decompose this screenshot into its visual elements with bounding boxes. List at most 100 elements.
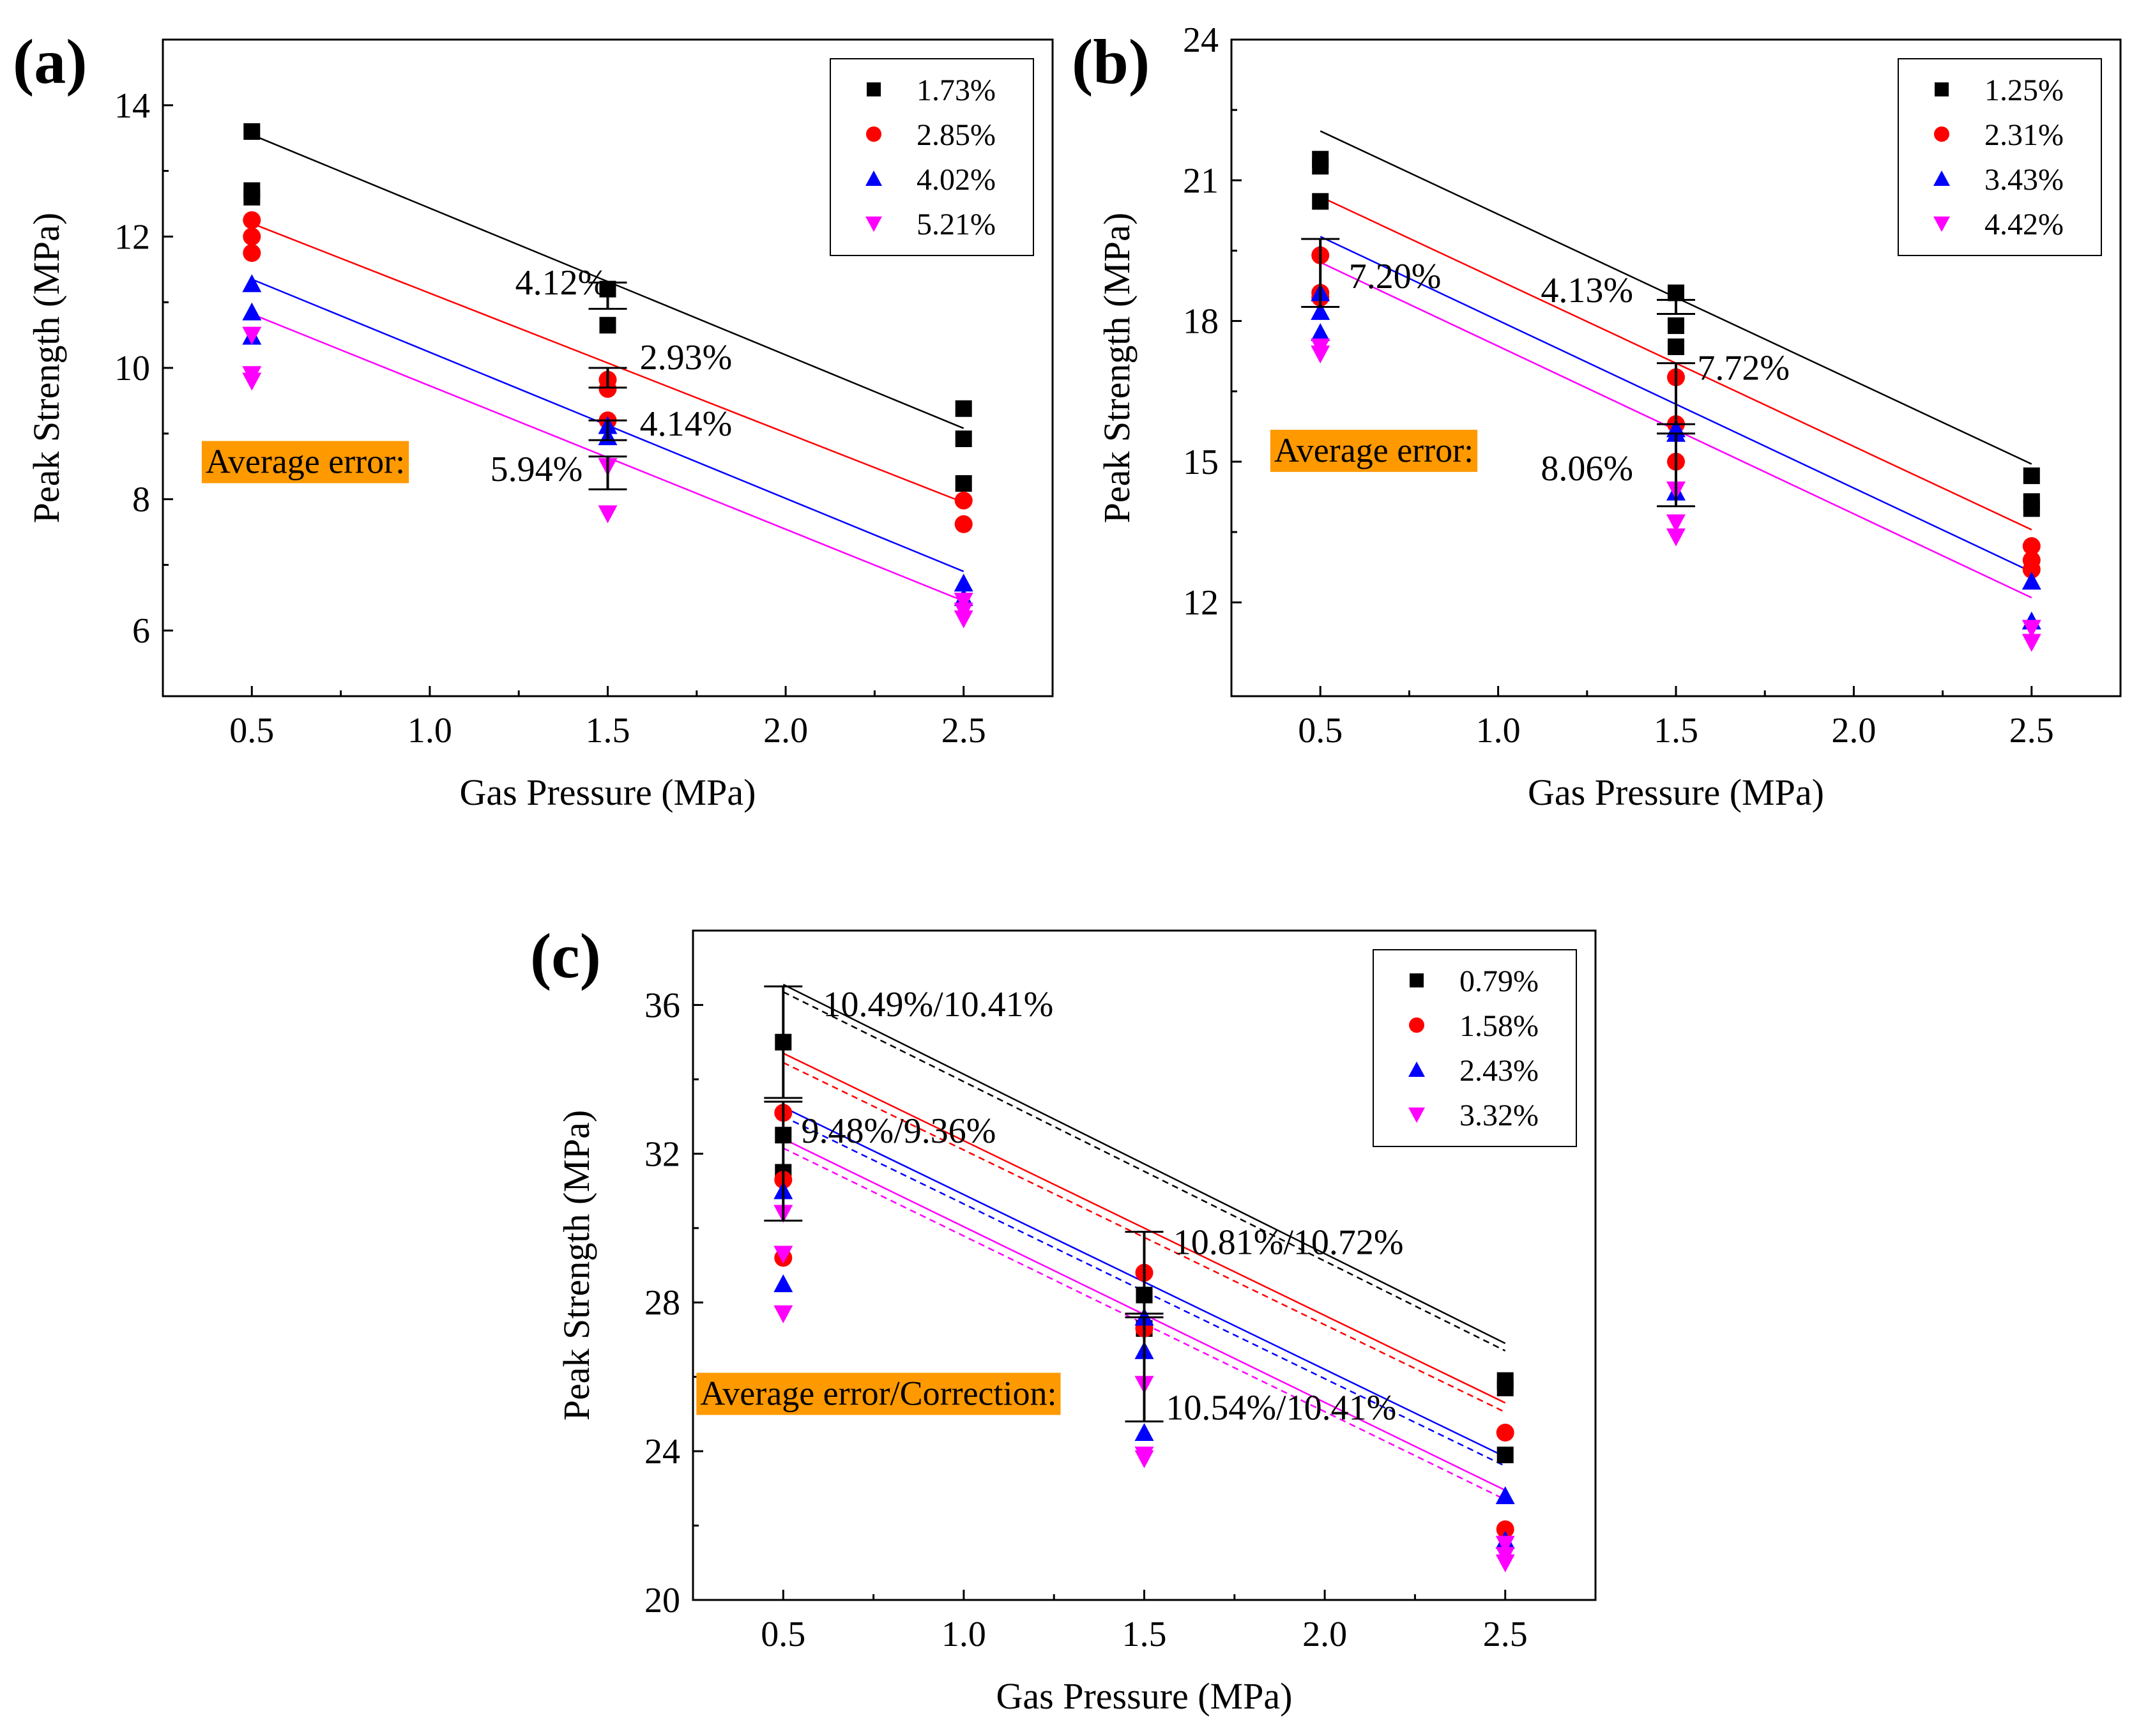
- data-point: [1311, 323, 1330, 341]
- error-annotation: 5.94%: [491, 450, 583, 489]
- legend-frame: [1373, 949, 1577, 1147]
- data-point: [1495, 1554, 1515, 1572]
- legend-marker: [866, 126, 881, 142]
- legend-marker: [1935, 82, 1949, 96]
- error-label: Average error:: [1274, 431, 1473, 469]
- data-point: [1668, 317, 1684, 334]
- error-annotation: 10.54%/10.41%: [1166, 1389, 1396, 1428]
- legend-frame: [1898, 58, 2102, 256]
- x-axis-title: Gas Pressure (MPa): [460, 772, 756, 813]
- error-label: Average error/Correction:: [700, 1374, 1056, 1412]
- legend-label: 4.42%: [1984, 208, 2064, 241]
- fit-line: [782, 984, 1506, 1344]
- x-tick-label: 2.5: [2009, 711, 2054, 750]
- fit-line: [782, 1053, 1506, 1404]
- y-tick-label: 28: [644, 1283, 680, 1323]
- error-annotation: 8.06%: [1541, 449, 1633, 489]
- data-point: [242, 372, 262, 391]
- data-point: [955, 475, 972, 492]
- data-point: [955, 400, 972, 417]
- panel-label: (a): [13, 26, 88, 97]
- y-tick-label: 21: [1183, 161, 1219, 201]
- data-point: [1134, 1423, 1154, 1441]
- x-tick-label: 1.5: [1122, 1615, 1167, 1654]
- x-tick-label: 2.5: [941, 711, 986, 750]
- data-point: [1134, 1450, 1154, 1468]
- data-point: [243, 211, 261, 229]
- x-tick-label: 2.5: [1483, 1615, 1528, 1654]
- data-point: [243, 244, 261, 263]
- legend-marker: [867, 82, 881, 96]
- y-axis-title: Peak Strength (MPa): [26, 213, 67, 524]
- x-tick-label: 2.0: [763, 711, 808, 750]
- x-tick-label: 2.0: [1831, 711, 1876, 750]
- error-annotation: 4.13%: [1541, 271, 1633, 310]
- corrected-fit-line: [782, 991, 1506, 1352]
- data-point: [773, 1305, 793, 1323]
- legend-marker: [1410, 973, 1424, 987]
- data-point: [1666, 514, 1686, 533]
- error-annotation: 9.48%/9.36%: [802, 1111, 996, 1151]
- y-tick-label: 15: [1183, 443, 1219, 482]
- error-annotation: 10.49%/10.41%: [823, 985, 1053, 1024]
- data-point: [242, 302, 262, 321]
- error-annotation: 4.12%: [515, 263, 608, 303]
- data-point: [1496, 1520, 1514, 1539]
- x-tick-label: 1.5: [1654, 711, 1698, 750]
- chart-panel-1: (b) 0.5 1.0 1.5 2.0 2.5 12 15 18 21 24 Gas Pressure…: [1072, 20, 2122, 813]
- y-tick-label: 32: [644, 1134, 680, 1174]
- y-axis-title: Peak Strength (MPa): [556, 1110, 597, 1421]
- y-tick-label: 12: [114, 217, 150, 257]
- legend: 1.73% 2.85% 4.02% 5.21%: [830, 58, 1034, 256]
- x-axis-title: Gas Pressure (MPa): [996, 1675, 1293, 1717]
- data-point: [598, 505, 618, 524]
- panel-label: (c): [530, 920, 601, 991]
- error-annotation: 10.81%/10.72%: [1173, 1223, 1404, 1263]
- panel-label: (b): [1072, 26, 1150, 97]
- x-tick-label: 1.0: [1476, 711, 1521, 750]
- data-point: [773, 1274, 793, 1293]
- data-point: [1311, 301, 1330, 320]
- corrected-fit-line: [782, 1147, 1506, 1500]
- legend: 0.79% 1.58% 2.43% 3.32%: [1373, 949, 1577, 1147]
- legend-label: 1.25%: [1984, 73, 2064, 107]
- legend-label: 4.02%: [917, 163, 996, 197]
- data-point: [1312, 193, 1329, 210]
- legend-label: 2.85%: [917, 118, 996, 152]
- legend-label: 5.21%: [917, 208, 996, 241]
- data-point: [954, 592, 973, 611]
- data-point: [243, 227, 261, 246]
- x-axis-title: Gas Pressure (MPa): [1528, 772, 1824, 813]
- data-point: [599, 317, 616, 334]
- data-point: [1496, 1380, 1514, 1397]
- legend-label: 2.43%: [1459, 1054, 1539, 1088]
- data-point: [954, 610, 973, 628]
- data-point: [2022, 537, 2041, 556]
- legend-label: 3.43%: [1984, 163, 2064, 197]
- corrected-fit-line: [782, 1062, 1506, 1413]
- legend-marker: [1408, 1108, 1425, 1123]
- error-label: Average error:: [206, 442, 405, 480]
- legend-frame: [830, 58, 1034, 256]
- fit-line: [251, 222, 964, 503]
- data-point: [1668, 284, 1684, 301]
- data-point: [1312, 158, 1329, 175]
- error-annotation: 4.14%: [640, 404, 733, 444]
- x-tick-label: 1.5: [586, 711, 630, 750]
- data-point: [1668, 338, 1684, 355]
- y-tick-label: 18: [1183, 302, 1219, 342]
- chart-panel-0: (a) 0.5 1.0 1.5 2.0 2.5 6 8 10 12 14 Gas Pressure (…: [13, 26, 1054, 813]
- legend-marker: [1409, 1017, 1424, 1033]
- legend-marker: [1934, 126, 1949, 142]
- legend-label: 1.73%: [917, 73, 996, 107]
- y-tick-label: 20: [644, 1581, 680, 1620]
- y-tick-label: 14: [114, 86, 150, 126]
- x-tick-label: 0.5: [1298, 711, 1343, 750]
- data-point: [1496, 1424, 1514, 1442]
- legend-label: 2.31%: [1984, 118, 2064, 152]
- data-point: [2023, 500, 2040, 517]
- x-tick-label: 0.5: [229, 711, 274, 750]
- y-tick-label: 12: [1183, 583, 1219, 623]
- legend-marker: [1933, 217, 1950, 232]
